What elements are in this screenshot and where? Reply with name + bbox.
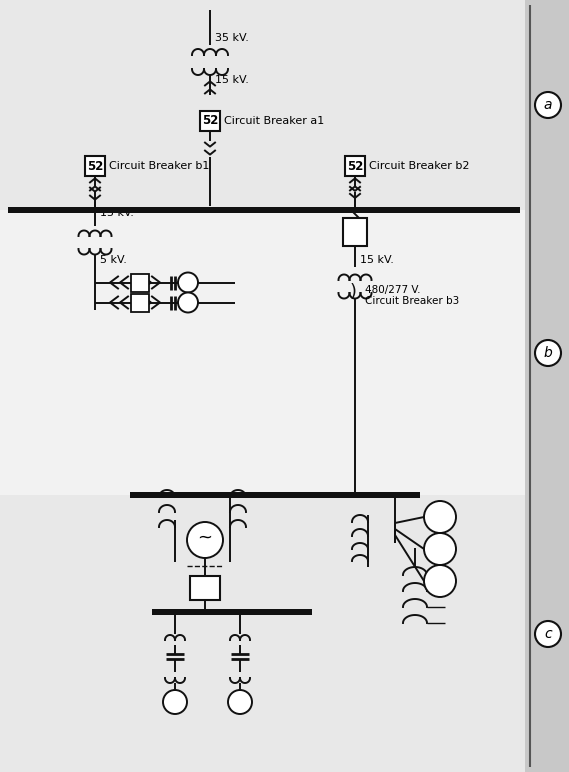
Circle shape [178,293,198,313]
Circle shape [187,522,223,558]
Circle shape [424,501,456,533]
Text: c: c [544,627,552,641]
Text: ): ) [349,283,357,301]
Circle shape [178,273,198,293]
Text: Circuit Breaker a1: Circuit Breaker a1 [224,116,324,126]
Text: 5 kV.: 5 kV. [100,255,127,265]
Text: 480/277 V.: 480/277 V. [365,285,420,295]
Bar [131,273,149,292]
Text: a: a [544,98,552,112]
Bar [152,609,312,615]
Text: Circuit Breaker b1: Circuit Breaker b1 [109,161,209,171]
Bar [0,210,525,495]
Bar [8,207,520,213]
Text: 52: 52 [347,160,363,172]
Circle shape [228,690,252,714]
Circle shape [535,92,561,118]
Text: Circuit Breaker b3: Circuit Breaker b3 [365,296,459,306]
Text: ~: ~ [197,529,212,547]
Bar [130,492,420,498]
Bar [200,111,220,131]
Text: b: b [543,346,552,360]
Circle shape [535,340,561,366]
Bar [0,495,525,772]
Bar [85,156,105,176]
Circle shape [424,565,456,597]
Text: Circuit Breaker b2: Circuit Breaker b2 [369,161,469,171]
Circle shape [424,533,456,565]
Bar [345,156,365,176]
Text: 52: 52 [87,160,103,172]
Bar [343,218,367,246]
Text: 52: 52 [202,114,218,127]
Text: 35 kV.: 35 kV. [215,33,249,43]
Bar [190,576,220,600]
Text: 15 kV.: 15 kV. [360,255,394,265]
Text: 15 kV.: 15 kV. [100,208,134,218]
Circle shape [535,621,561,647]
Circle shape [163,690,187,714]
Text: 15 kV.: 15 kV. [215,75,249,85]
Bar [131,293,149,311]
Bar [0,0,525,210]
